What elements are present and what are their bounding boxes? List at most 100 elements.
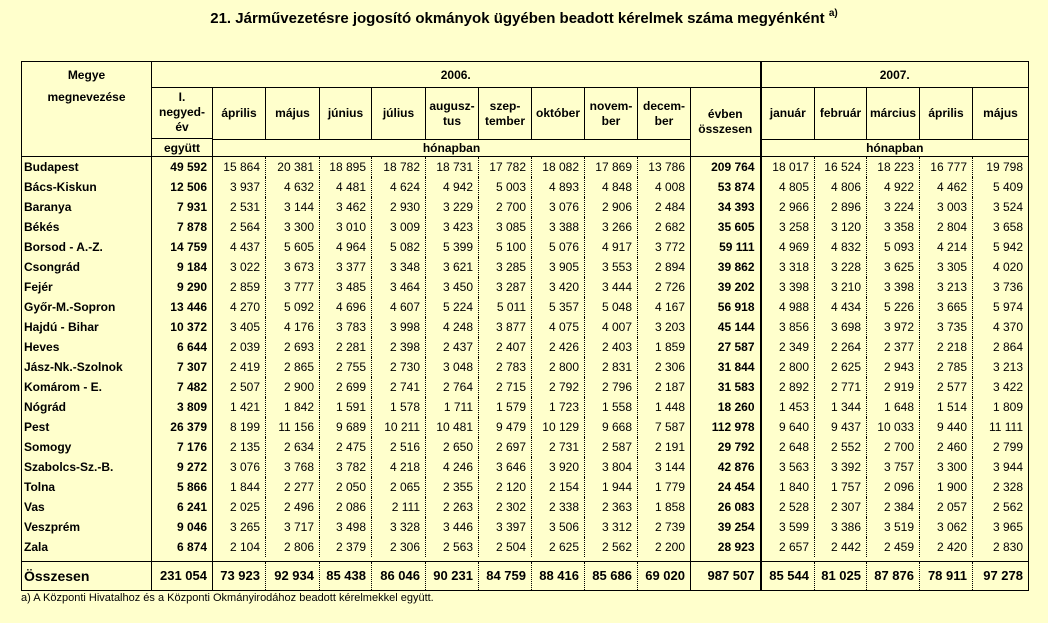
month-cell: 2 426	[531, 337, 585, 357]
table-row: Fejér 9 290 2 859 3 777 3 485 3 464 3 450 3 287…	[21, 277, 1029, 297]
month-2007-cell: 2 218	[919, 337, 973, 357]
month-cell: 3 462	[319, 197, 372, 217]
month-cell: 2 894	[637, 257, 691, 277]
month-2007-cell: 4 462	[919, 177, 973, 197]
month-cell: 13 786	[637, 156, 691, 177]
month-cell: 2 792	[531, 377, 585, 397]
month-2007-cell: 2 785	[919, 357, 973, 377]
month-cell: 2 504	[478, 537, 532, 557]
month-cell: 2 104	[229, 540, 260, 554]
month-cell: 4 008	[637, 177, 691, 197]
spacer-cell	[759, 557, 815, 561]
data-table: Megye megnevezése 2006. 2007. I. negyed-év…	[21, 61, 1029, 591]
q1-cell: 7 307	[151, 357, 213, 377]
month-cell: 2 562	[584, 537, 638, 557]
month-2007-cell: 3 757	[866, 457, 920, 477]
month-cell: 3 777	[265, 277, 320, 297]
month-cell: 4 942	[425, 177, 479, 197]
month-2007-cell: 4 988	[759, 297, 815, 317]
month-cell: 88 416	[531, 560, 585, 591]
spacer-cell	[151, 557, 213, 561]
month-header: március	[866, 87, 920, 140]
month-2007-cell: 2 264	[814, 337, 867, 357]
q1-cell: 231 054	[151, 560, 213, 591]
month-cell: 3 498	[319, 517, 372, 537]
month-cell: 3 265	[229, 520, 260, 534]
month-2007-cell: 3 358	[866, 217, 920, 237]
month-cell: 2 507	[229, 380, 260, 394]
monthly-label-2007: hónapban	[759, 139, 1029, 157]
month-header: május	[972, 87, 1029, 140]
month-header: szep-tember	[478, 87, 532, 140]
month-2007-cell: 3 392	[814, 457, 867, 477]
month-cell: 2 302	[478, 497, 532, 517]
table-row: Hajdú - Bihar 10 372 3 405 4 176 3 783 3 998 4…	[21, 317, 1029, 337]
month-cell: 3 905	[531, 257, 585, 277]
month-2007-cell: 3 213	[972, 357, 1029, 377]
month-2007-cell: 5 942	[972, 237, 1029, 257]
month-2007-cell: 3 658	[972, 217, 1029, 237]
page-title: 21. Járművezetésre jogosító okmányok ügy…	[210, 8, 838, 27]
table-row: Komárom - E. 7 482 2 507 2 900 2 699 2 741 2 7…	[21, 377, 1029, 397]
month-cell: 2 306	[371, 537, 426, 557]
month-cell: 2 120	[478, 477, 532, 497]
month-cell: 3 203	[637, 317, 691, 337]
month-2007-cell: 2 625	[814, 357, 867, 377]
month-cell: 4 248	[425, 317, 479, 337]
month-cell: 2 191	[637, 437, 691, 457]
month-2007-cell: 1 453	[759, 397, 815, 417]
month-cell: 3 768	[265, 457, 320, 477]
month-cell: 1 578	[371, 397, 426, 417]
q1-cell: 9 272	[151, 457, 213, 477]
month-cell: 4 218	[371, 457, 426, 477]
county-cell: Borsod - A.-Z.	[21, 237, 152, 257]
month-header: július	[371, 87, 426, 140]
month-2007-cell: 3 965	[972, 517, 1029, 537]
month-header: február	[814, 87, 867, 140]
table-row: Pest 26 379 8 199 11 156 9 689 10 211 10 481 9 …	[21, 417, 1029, 437]
month-2007-cell: 3 318	[759, 257, 815, 277]
year-2006-header: 2006.	[151, 61, 761, 88]
month-cell: 3 804	[584, 457, 638, 477]
month-cell: 90 231	[425, 560, 479, 591]
month-cell: 2 484	[637, 197, 691, 217]
q1-cell: 3 809	[151, 397, 213, 417]
month-cell: 2 154	[531, 477, 585, 497]
month-cell: 3 783	[319, 317, 372, 337]
month-cell: 3 388	[531, 217, 585, 237]
month-cell: 4 848	[584, 177, 638, 197]
month-cell: 1 421	[229, 400, 260, 414]
month-cell: 15 864	[223, 160, 260, 174]
month-cell: 1 844	[229, 480, 260, 494]
month-cell: 3 937	[229, 180, 260, 194]
month-cell: 2 900	[265, 377, 320, 397]
county-cell: Pest	[21, 417, 152, 437]
month-2007-cell: 4 832	[814, 237, 867, 257]
month-cell: 3 450	[425, 277, 479, 297]
year-total-cell: 59 111	[690, 237, 761, 257]
q1-cell: 6 241	[151, 497, 213, 517]
table-row: Szabolcs-Sz.-B. 9 272 3 076 3 768 3 782 4 218…	[21, 457, 1029, 477]
year-total-cell: 29 792	[690, 437, 761, 457]
month-cell: 85 686	[584, 560, 638, 591]
month-cell: 17 869	[584, 156, 638, 177]
month-cell: 4 075	[531, 317, 585, 337]
table-row: Veszprém 9 046 3 265 3 717 3 498 3 328 3 446 3 …	[21, 517, 1029, 537]
month-2007-cell: 3 120	[814, 217, 867, 237]
county-header: Megye megnevezése	[21, 61, 152, 157]
table-row: Békés 7 878 2 564 3 300 3 010 3 009 3 423 3 085…	[21, 217, 1029, 237]
month-cell: 3 998	[371, 317, 426, 337]
year-total-cell: 34 393	[690, 197, 761, 217]
month-cell: 3 446	[425, 517, 479, 537]
q1-cell: 6 874	[151, 537, 213, 557]
month-cell: 5 357	[531, 297, 585, 317]
month-2007-cell: 3 422	[972, 377, 1029, 397]
month-2007-cell: 4 805	[759, 177, 815, 197]
month-cell: 3 076	[531, 197, 585, 217]
month-2007-cell: 2 864	[972, 337, 1029, 357]
month-cell: 10 481	[425, 417, 479, 437]
month-2007-cell: 10 033	[866, 417, 920, 437]
month-2007-cell: 1 757	[814, 477, 867, 497]
month-cell: 4 964	[319, 237, 372, 257]
month-cell: 2 715	[478, 377, 532, 397]
